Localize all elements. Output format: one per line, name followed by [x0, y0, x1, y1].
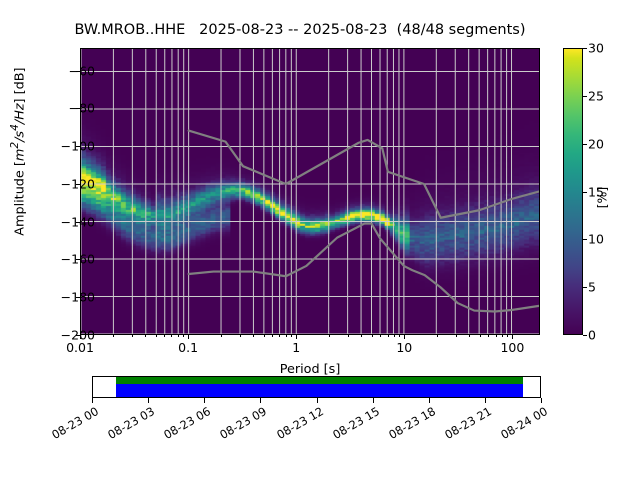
- timeline-tick-label: 08-23 00: [49, 404, 101, 442]
- x-minor-tick-mark: [328, 335, 330, 337]
- timeline-tick-label: 08-23 18: [385, 404, 438, 442]
- colorbar-tick-label: 5: [588, 279, 596, 295]
- x-tick-label: 10: [396, 340, 413, 355]
- timeline-tick-mark: [372, 398, 374, 403]
- x-minor-tick-mark: [399, 335, 401, 337]
- x-minor-tick-mark: [263, 335, 265, 337]
- x-tick-label: 0.1: [178, 340, 199, 355]
- colorbar-tick-label: 0: [588, 327, 596, 343]
- x-tick-mark: [80, 335, 81, 339]
- page-title: BW.MROB..HHE 2025-08-23 -- 2025-08-23 (4…: [74, 22, 526, 38]
- colorbar-tick-mark: [583, 95, 587, 97]
- x-minor-tick-mark: [285, 335, 287, 337]
- x-tick-label: 1: [292, 340, 301, 355]
- x-minor-tick-mark: [171, 335, 173, 337]
- timeline-tick-mark: [316, 398, 318, 403]
- timeline-tick-mark: [148, 398, 150, 403]
- x-tick-mark: [512, 335, 514, 339]
- ppsd-density-heatmap: [81, 49, 539, 334]
- y-axis-label: Amplitude [m2/s4/Hz] [dB]: [8, 67, 28, 236]
- colorbar-tick-label: 30: [588, 40, 604, 56]
- y-tick-mark: [76, 70, 80, 72]
- timeline-tick-label: 08-23 09: [217, 404, 270, 442]
- timeline-tick-label: 08-23 15: [329, 404, 382, 442]
- timeline-axes[interactable]: [92, 376, 541, 398]
- colorbar-label: [%]: [594, 186, 610, 209]
- x-minor-tick-mark: [469, 335, 471, 337]
- x-minor-tick-mark: [361, 335, 363, 337]
- x-minor-tick-mark: [272, 335, 274, 337]
- y-tick-label: −60: [68, 63, 95, 79]
- colorbar-tick-mark: [583, 239, 587, 241]
- x-minor-tick-mark: [347, 335, 349, 337]
- colorbar[interactable]: [563, 48, 583, 335]
- x-minor-tick-mark: [183, 335, 185, 337]
- x-minor-tick-mark: [393, 335, 395, 337]
- y-tick-label: −80: [68, 100, 95, 116]
- y-tick-mark: [76, 297, 80, 299]
- grid-lines: [81, 49, 539, 334]
- timeline-tick-mark: [92, 398, 93, 403]
- colorbar-tick-mark: [583, 143, 587, 145]
- x-minor-tick-mark: [488, 335, 490, 337]
- timeline-tick-label: 08-23 12: [273, 404, 326, 442]
- y-tick-mark: [76, 146, 80, 148]
- timeline-tick-mark: [428, 398, 430, 403]
- colorbar-tick-mark: [583, 335, 587, 336]
- data-coverage-bar: [116, 377, 523, 385]
- x-tick-mark: [188, 335, 190, 339]
- x-minor-tick-mark: [145, 335, 147, 337]
- x-minor-tick-mark: [380, 335, 382, 337]
- x-tick-mark: [404, 335, 406, 339]
- psd-segments-bar: [116, 384, 523, 397]
- timeline-tick-label: 08-23 06: [161, 404, 214, 442]
- x-minor-tick-mark: [501, 335, 503, 337]
- x-minor-tick-mark: [479, 335, 481, 337]
- x-minor-tick-mark: [239, 335, 241, 337]
- x-minor-tick-mark: [279, 335, 281, 337]
- colorbar-tick-label: 25: [588, 88, 604, 104]
- timeline-tick-mark: [204, 398, 206, 403]
- timeline-tick-mark: [541, 398, 542, 403]
- colorbar-tick-mark: [583, 48, 587, 49]
- x-minor-tick-mark: [164, 335, 166, 337]
- colorbar-tick-mark: [583, 191, 587, 193]
- x-minor-tick-mark: [507, 335, 509, 337]
- x-minor-tick-mark: [436, 335, 438, 337]
- colorbar-tick-label: 15: [588, 184, 604, 199]
- x-tick-label: 0.01: [66, 340, 94, 355]
- x-minor-tick-mark: [112, 335, 114, 337]
- ppsd-axes[interactable]: [80, 48, 540, 335]
- x-minor-tick-mark: [155, 335, 157, 337]
- x-axis-label: Period [s]: [279, 362, 341, 377]
- timeline-tick-label: 08-23 03: [105, 404, 158, 442]
- colorbar-tick-label: 20: [588, 136, 604, 152]
- timeline-tick-label: 08-24 00: [498, 404, 550, 442]
- x-minor-tick-mark: [131, 335, 133, 337]
- x-minor-tick-mark: [455, 335, 457, 337]
- y-tick-mark: [76, 259, 80, 261]
- y-tick-mark: [76, 221, 80, 223]
- noise-model-curves: [187, 129, 539, 313]
- x-minor-tick-mark: [495, 335, 497, 337]
- x-minor-tick-mark: [387, 335, 389, 337]
- x-minor-tick-mark: [177, 335, 179, 337]
- colorbar-tick-mark: [583, 287, 587, 289]
- x-tick-label: 100: [500, 340, 525, 355]
- timeline-tick-label: 08-23 21: [442, 404, 494, 442]
- x-minor-tick-mark: [371, 335, 373, 337]
- x-tick-mark: [296, 335, 298, 339]
- x-minor-tick-mark: [220, 335, 222, 337]
- y-tick-mark: [76, 335, 80, 336]
- timeline-tick-mark: [484, 398, 486, 403]
- x-minor-tick-mark: [291, 335, 293, 337]
- timeline-tick-mark: [260, 398, 262, 403]
- y-tick-mark: [76, 183, 80, 185]
- x-minor-tick-mark: [253, 335, 255, 337]
- y-tick-mark: [76, 108, 80, 110]
- colorbar-tick-label: 10: [588, 231, 604, 247]
